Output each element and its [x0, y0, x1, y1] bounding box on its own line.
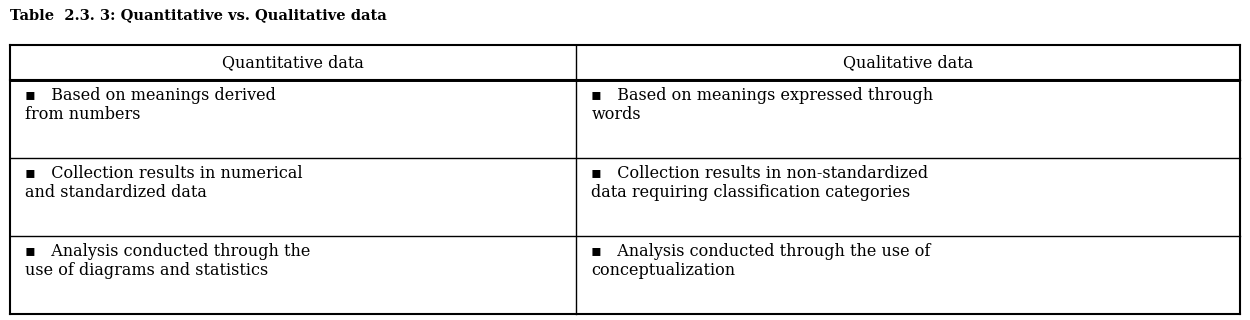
Text: ▪   Collection results in numerical: ▪ Collection results in numerical [25, 165, 302, 182]
Text: data requiring classification categories: data requiring classification categories [591, 184, 910, 201]
Text: ▪   Analysis conducted through the: ▪ Analysis conducted through the [25, 243, 310, 260]
Text: Table  2.3. 3: Quantitative vs. Qualitative data: Table 2.3. 3: Quantitative vs. Qualitati… [10, 8, 386, 22]
Text: ▪   Based on meanings derived: ▪ Based on meanings derived [25, 87, 276, 104]
Text: from numbers: from numbers [25, 106, 140, 123]
Text: words: words [591, 106, 641, 123]
Text: ▪   Collection results in non-standardized: ▪ Collection results in non-standardized [591, 165, 929, 182]
Text: and standardized data: and standardized data [25, 184, 208, 201]
Text: Quantitative data: Quantitative data [222, 54, 364, 71]
Text: Qualitative data: Qualitative data [842, 54, 974, 71]
Text: ▪   Analysis conducted through the use of: ▪ Analysis conducted through the use of [591, 243, 930, 260]
Text: ▪   Based on meanings expressed through: ▪ Based on meanings expressed through [591, 87, 934, 104]
Text: use of diagrams and statistics: use of diagrams and statistics [25, 262, 269, 279]
Text: conceptualization: conceptualization [591, 262, 735, 279]
